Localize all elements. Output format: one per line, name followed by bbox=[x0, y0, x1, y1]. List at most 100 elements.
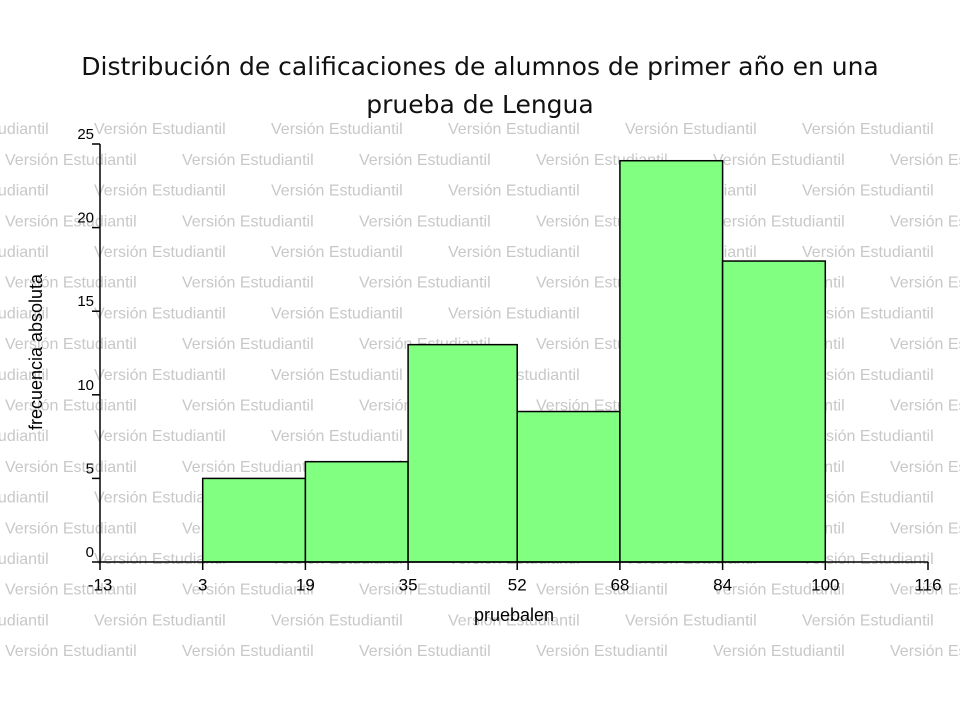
x-tick-label: 52 bbox=[508, 575, 527, 594]
y-tick-label: 20 bbox=[77, 210, 94, 227]
watermark: Versión Estudiantil bbox=[890, 398, 960, 415]
bar bbox=[619, 159, 724, 563]
watermark: Versión Estudiantil bbox=[890, 275, 960, 292]
watermark: Versión Estudiantil bbox=[94, 244, 226, 261]
y-tick-label: 10 bbox=[77, 377, 94, 394]
watermark: Versión Estudiantil bbox=[713, 643, 845, 660]
watermark: Versión Estudiantil bbox=[271, 305, 403, 322]
y-tick-label: 5 bbox=[86, 460, 94, 477]
watermark: Versión Estudiantil bbox=[0, 121, 49, 138]
watermark: Versión Estudiantil bbox=[802, 428, 934, 445]
watermark: Versión Estudiantil bbox=[271, 428, 403, 445]
watermark: Versión Estudiantil bbox=[5, 336, 137, 353]
x-tick-label: -13 bbox=[88, 575, 113, 594]
watermark: Versión Estudiantil bbox=[271, 244, 403, 261]
x-tick-label: 84 bbox=[713, 575, 732, 594]
watermark: Versión Estudiantil bbox=[802, 183, 934, 200]
watermark: Versión Estudiantil bbox=[182, 398, 314, 415]
watermark: Versión Estudiantil bbox=[0, 305, 49, 322]
watermark: Versión Estudiantil bbox=[182, 336, 314, 353]
watermark: Versión Estudiantil bbox=[890, 582, 960, 599]
x-tick-label: 35 bbox=[399, 575, 418, 594]
watermark: Versión Estudiantil bbox=[536, 643, 668, 660]
watermark: Versión Estudiantil bbox=[182, 275, 314, 292]
watermark: Versión Estudiantil bbox=[890, 152, 960, 169]
watermark: Versión Estudiantil bbox=[448, 121, 580, 138]
watermark: Versión Estudiantil bbox=[5, 152, 137, 169]
watermark: Versión Estudiantil bbox=[271, 121, 403, 138]
watermark: Versión Estudiantil bbox=[802, 551, 934, 568]
watermark: Versión Estudiantil bbox=[5, 275, 137, 292]
watermark: Versión Estudiantil bbox=[5, 398, 137, 415]
watermark: Versión Estudiantil bbox=[890, 213, 960, 230]
chart-title: Distribución de calificaciones de alumno… bbox=[81, 52, 879, 119]
watermark: Versión Estudiantil bbox=[448, 612, 580, 629]
watermark: Versión Estudiantil bbox=[802, 121, 934, 138]
watermark: Versión Estudiantil bbox=[0, 490, 49, 507]
watermark: Versión Estudiantil bbox=[94, 121, 226, 138]
watermark: Versión Estudiantil bbox=[182, 582, 314, 599]
watermark: Versión Estudiantil bbox=[182, 459, 314, 476]
bar bbox=[721, 260, 827, 563]
watermark: Versión Estudiantil bbox=[5, 582, 137, 599]
watermark: Versión Estudiantil bbox=[0, 428, 49, 445]
watermark: Versión Estudiantil bbox=[94, 183, 226, 200]
watermark: Versión Estudiantil bbox=[94, 612, 226, 629]
watermark: Versión Estudiantil bbox=[271, 183, 403, 200]
watermark: Versión Estudiantil bbox=[94, 551, 226, 568]
watermark: Versión Estudiantil bbox=[448, 305, 580, 322]
watermark: Versión Estudiantil bbox=[890, 459, 960, 476]
watermark: Versión Estudiantil bbox=[802, 490, 934, 507]
watermark: Versión Estudiantil bbox=[713, 213, 845, 230]
watermark: Versión Estudiantil bbox=[94, 367, 226, 384]
watermark: Versión Estudiantil bbox=[802, 367, 934, 384]
watermark: Versión Estudiantil bbox=[5, 520, 137, 537]
watermark: Versión Estudiantil bbox=[713, 152, 845, 169]
watermark: Versión Estudiantil bbox=[890, 520, 960, 537]
y-tick-label: 25 bbox=[77, 126, 94, 143]
watermark: Versión Estudiantil bbox=[5, 643, 137, 660]
x-tick-label: 19 bbox=[296, 575, 315, 594]
watermark: Versión Estudiantil bbox=[182, 152, 314, 169]
x-tick-label: 100 bbox=[811, 575, 839, 594]
bar bbox=[201, 477, 307, 563]
watermark: Versión Estudiantil bbox=[0, 551, 49, 568]
x-tick-label: 116 bbox=[914, 575, 941, 594]
watermark: Versión Estudiantil bbox=[0, 244, 49, 261]
watermark: Versión Estudiantil bbox=[359, 152, 491, 169]
y-tick-label: 0 bbox=[86, 544, 94, 561]
watermark: Versión Estudiantil bbox=[182, 643, 314, 660]
watermark: Versión Estudiantil bbox=[448, 183, 580, 200]
watermark: Versión Estudiantil bbox=[625, 612, 757, 629]
watermark: Versión Estudiantil bbox=[359, 275, 491, 292]
bar bbox=[516, 410, 621, 563]
x-tick-label: 3 bbox=[198, 575, 207, 594]
watermark: Versión Estudiantil bbox=[359, 643, 491, 660]
watermark: Versión Estudiantil bbox=[359, 213, 491, 230]
watermark: Versión Estudiantil bbox=[94, 490, 226, 507]
y-axis-label: frecuencia absoluta bbox=[26, 273, 46, 430]
watermark: Versión Estudiantil bbox=[890, 336, 960, 353]
watermark: Versión Estudiantil bbox=[802, 305, 934, 322]
watermark: Versión Estudiantil bbox=[802, 612, 934, 629]
watermark: Versión Estudiantil bbox=[0, 367, 49, 384]
watermark: Versión Estudiantil bbox=[182, 213, 314, 230]
watermark: Versión Estudiantil bbox=[713, 582, 845, 599]
watermark: Versión Estudiantil bbox=[536, 582, 668, 599]
bar bbox=[304, 460, 409, 563]
x-axis-label: pruebalen bbox=[474, 605, 554, 625]
watermark: Versión Estudiantil bbox=[802, 244, 934, 261]
x-tick-label: 68 bbox=[610, 575, 629, 594]
watermark: Versión Estudiantil bbox=[94, 428, 226, 445]
watermark: Versión Estudiantil bbox=[625, 121, 757, 138]
watermark: Versión Estudiantil bbox=[5, 459, 137, 476]
watermark: Versión Estudiantil bbox=[271, 612, 403, 629]
y-tick-label: 15 bbox=[77, 293, 94, 310]
watermark: Versión Estudiantil bbox=[0, 612, 49, 629]
watermark: Versión Estudiantil bbox=[890, 643, 960, 660]
watermark: Versión Estudiantil bbox=[5, 213, 137, 230]
watermark: Versión Estudiantil bbox=[0, 183, 49, 200]
watermark: Versión Estudiantil bbox=[271, 367, 403, 384]
